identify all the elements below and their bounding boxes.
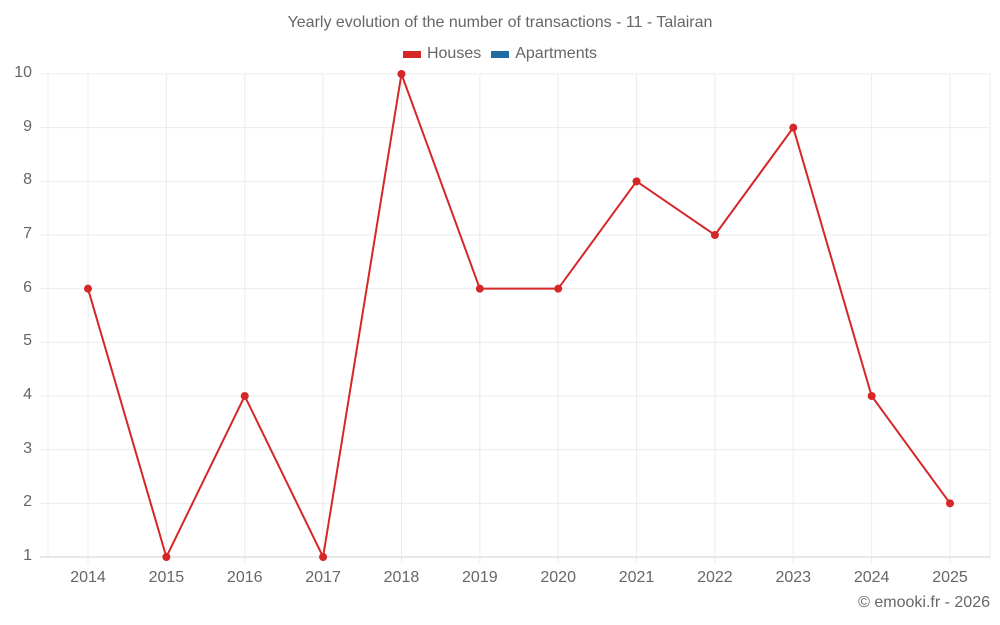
data-point[interactable] (946, 499, 954, 508)
y-tick-label: 8 (23, 171, 32, 189)
legend-label-houses: Houses (426, 45, 482, 62)
y-tick-label: 4 (23, 386, 32, 403)
y-tick-label: 2 (23, 493, 32, 511)
x-tick-label: 2019 (462, 569, 498, 586)
y-tick-label: 9 (23, 117, 32, 135)
y-tick-label: 1 (23, 547, 32, 564)
data-point[interactable] (162, 553, 171, 561)
x-tick-label: 2020 (540, 569, 576, 586)
data-point[interactable] (84, 284, 92, 293)
chart-title: Yearly evolution of the number of transa… (287, 14, 713, 31)
legend-item-apartments[interactable]: Apartments (491, 45, 597, 63)
x-tick-label: 2016 (226, 569, 263, 586)
data-point[interactable] (397, 70, 406, 78)
x-tick-label: 2015 (148, 569, 185, 586)
x-tick-label: 2022 (697, 569, 733, 586)
x-tick-label: 2017 (305, 569, 341, 586)
y-tick-label: 3 (23, 439, 32, 457)
data-point[interactable] (632, 177, 641, 186)
y-tick-label: 10 (14, 64, 32, 81)
data-point[interactable] (319, 553, 328, 561)
data-point[interactable] (554, 284, 563, 293)
legend: Houses Apartments (0, 45, 1000, 63)
apartments-swatch-icon (491, 50, 510, 58)
legend-item-houses[interactable]: Houses (402, 45, 482, 63)
y-tick-label: 5 (23, 332, 32, 350)
x-tick-label: 2023 (775, 569, 812, 586)
data-point[interactable] (789, 123, 798, 132)
x-tick-label: 2021 (618, 569, 655, 586)
x-tick-label: 2025 (932, 569, 968, 586)
legend-label-apartments: Apartments (515, 45, 598, 62)
data-point[interactable] (475, 284, 484, 293)
houses-swatch-icon (402, 50, 421, 58)
grid-lines (40, 73, 991, 563)
houses-series (84, 70, 954, 561)
x-tick-label: 2024 (853, 569, 890, 586)
x-tick-label: 2014 (70, 569, 106, 586)
credit-text: © emooki.fr - 2026 (858, 594, 990, 611)
data-point[interactable] (710, 231, 719, 239)
data-point[interactable] (867, 392, 876, 400)
y-tick-label: 7 (23, 225, 32, 242)
data-point[interactable] (240, 392, 249, 400)
x-tick-label: 2018 (383, 569, 420, 586)
y-tick-label: 6 (23, 278, 32, 296)
